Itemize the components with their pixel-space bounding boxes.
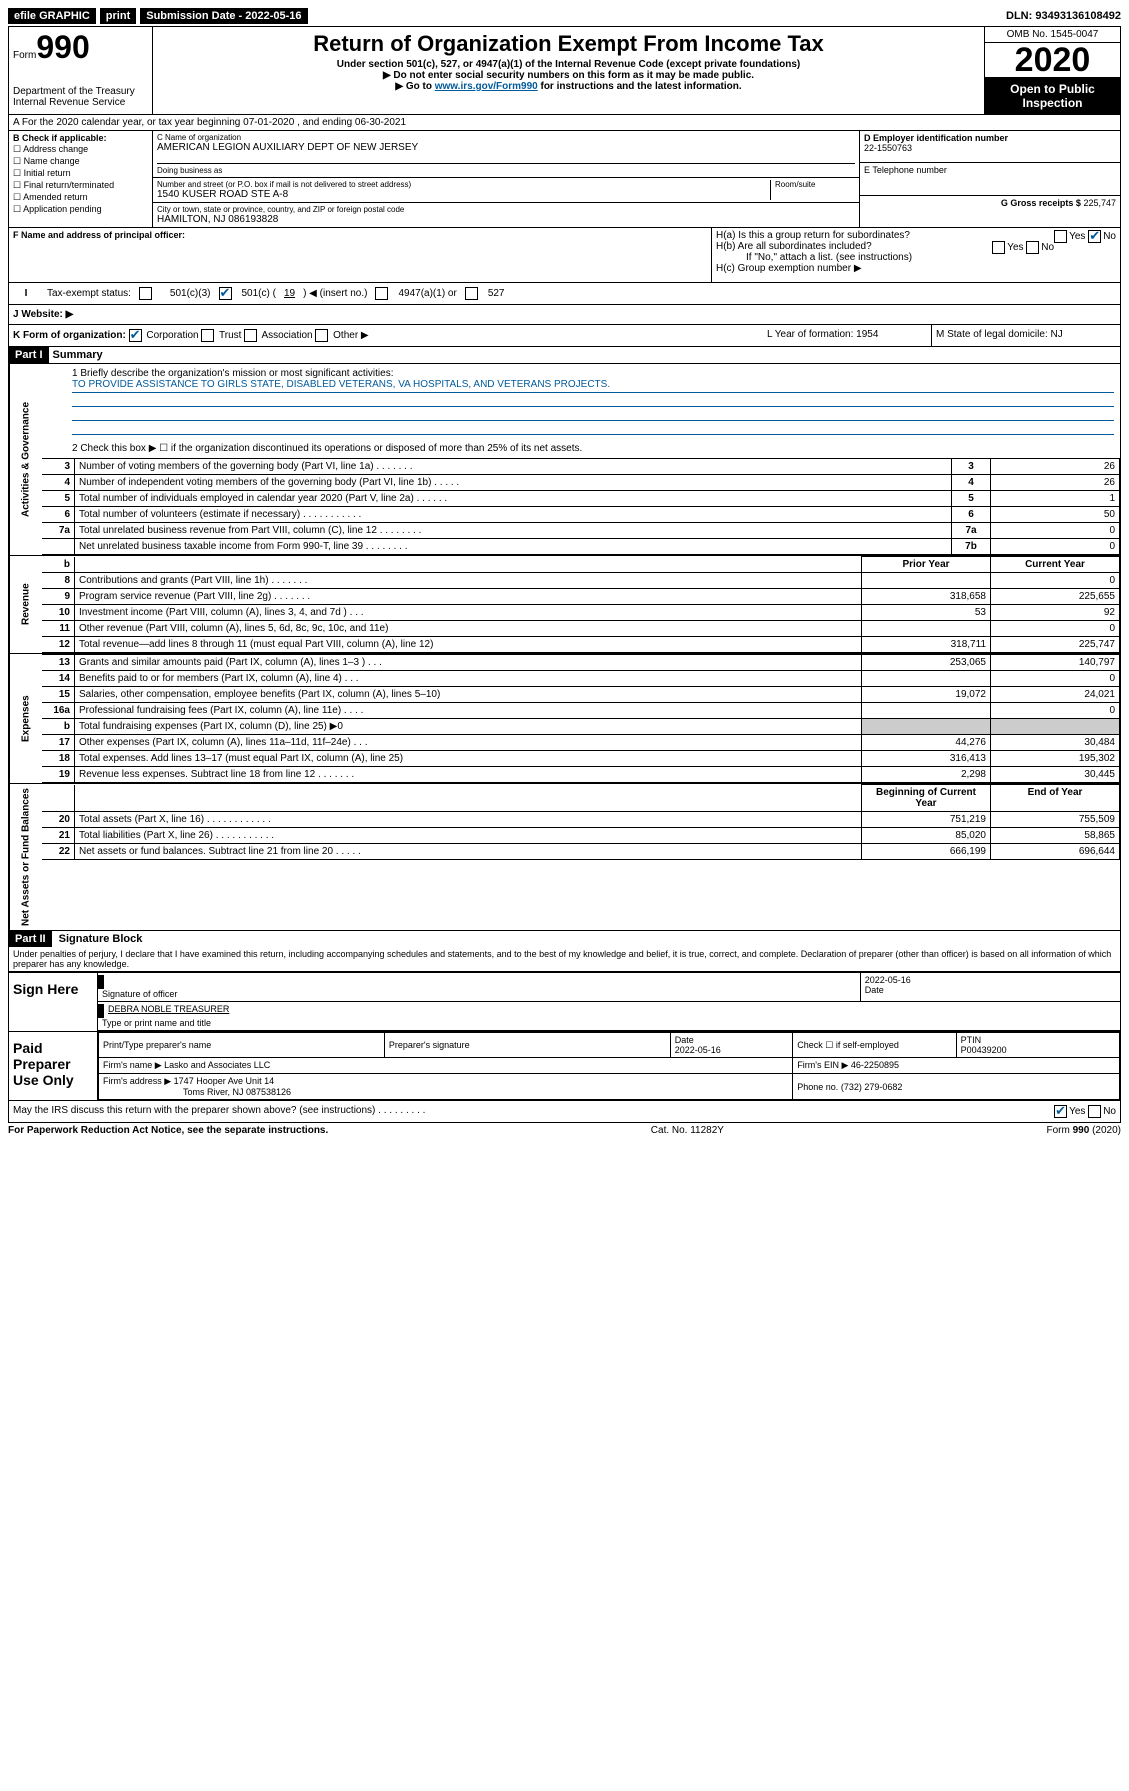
page-footer: For Paperwork Reduction Act Notice, see … bbox=[8, 1123, 1121, 1138]
org-name-label: C Name of organization bbox=[157, 133, 855, 142]
sign-here-label: Sign Here bbox=[9, 973, 98, 1031]
chk-final-return[interactable]: ☐ Final return/terminated bbox=[13, 180, 148, 191]
discuss-yes[interactable] bbox=[1054, 1105, 1067, 1118]
part-1-header: Part I bbox=[9, 347, 49, 363]
q2-checkbox: 2 Check this box ▶ ☐ if the organization… bbox=[42, 439, 1120, 458]
firm-phone: (732) 279-0682 bbox=[841, 1082, 903, 1092]
firm-ein: 46-2250895 bbox=[851, 1060, 899, 1070]
discuss-question: May the IRS discuss this return with the… bbox=[13, 1105, 1054, 1118]
chk-501c3[interactable] bbox=[139, 287, 152, 300]
city-label: City or town, state or province, country… bbox=[157, 205, 855, 214]
firm-addr2: Toms River, NJ 087538126 bbox=[103, 1087, 291, 1097]
dept-treasury: Department of the Treasury bbox=[13, 86, 148, 97]
h-b-note: If "No," attach a list. (see instruction… bbox=[716, 252, 1116, 263]
top-toolbar: efile GRAPHIC print Submission Date - 20… bbox=[8, 8, 1121, 24]
gross-receipts-value: 225,747 bbox=[1083, 198, 1116, 208]
city-state-zip: HAMILTON, NJ 086193828 bbox=[157, 214, 855, 225]
street-address: 1540 KUSER ROAD STE A-8 bbox=[157, 189, 770, 200]
irs-link[interactable]: www.irs.gov/Form990 bbox=[435, 81, 538, 92]
chk-corporation[interactable] bbox=[129, 329, 142, 342]
cat-number: Cat. No. 11282Y bbox=[651, 1125, 724, 1136]
chk-amended[interactable]: ☐ Amended return bbox=[13, 192, 148, 203]
box-b-label: B Check if applicable: bbox=[13, 133, 148, 143]
form-footer: Form 990 (2020) bbox=[1047, 1125, 1121, 1136]
chk-association[interactable] bbox=[244, 329, 257, 342]
part-2-header: Part II bbox=[9, 931, 52, 947]
form-990: Form990 Department of the Treasury Inter… bbox=[8, 26, 1121, 1123]
chk-trust[interactable] bbox=[201, 329, 214, 342]
q1-label: 1 Briefly describe the organization's mi… bbox=[72, 368, 1114, 379]
ptin-value: P00439200 bbox=[961, 1045, 1007, 1055]
mission-text: TO PROVIDE ASSISTANCE TO GIRLS STATE, DI… bbox=[72, 379, 1114, 393]
side-expenses: Expenses bbox=[9, 654, 42, 783]
sign-here-block: Sign Here Signature of officer 2022-05-1… bbox=[9, 972, 1120, 1031]
submission-date: Submission Date - 2022-05-16 bbox=[140, 8, 307, 24]
room-label: Room/suite bbox=[775, 180, 855, 189]
website-row: J Website: ▶ bbox=[9, 305, 1120, 325]
form-number: 990 bbox=[36, 29, 89, 65]
subtitle-2: ▶ Do not enter social security numbers o… bbox=[157, 70, 980, 81]
h-a-question: H(a) Is this a group return for subordin… bbox=[716, 230, 1116, 241]
ein-label: D Employer identification number bbox=[864, 133, 1116, 143]
discuss-no[interactable] bbox=[1088, 1105, 1101, 1118]
chk-501c[interactable] bbox=[219, 287, 232, 300]
governance-table: 3Number of voting members of the governi… bbox=[42, 458, 1120, 555]
expenses-table: 13Grants and similar amounts paid (Part … bbox=[42, 654, 1120, 783]
net-assets-table: Beginning of Current YearEnd of Year 20T… bbox=[42, 784, 1120, 860]
chk-4947[interactable] bbox=[375, 287, 388, 300]
irs-label: Internal Revenue Service bbox=[13, 97, 148, 108]
paid-preparer-label: Paid Preparer Use Only bbox=[9, 1032, 98, 1100]
revenue-table: bPrior YearCurrent Year 8Contributions a… bbox=[42, 556, 1120, 653]
chk-name-change[interactable]: ☐ Name change bbox=[13, 156, 148, 167]
tax-exempt-status-row: I Tax-exempt status: 501(c)(3) 501(c) (1… bbox=[9, 283, 1120, 305]
chk-address-change[interactable]: ☐ Address change bbox=[13, 144, 148, 155]
dln-number: DLN: 93493136108492 bbox=[1006, 10, 1121, 22]
side-revenue: Revenue bbox=[9, 556, 42, 653]
section-b-through-g: B Check if applicable: ☐ Address change … bbox=[9, 131, 1120, 228]
print-button[interactable]: print bbox=[100, 8, 136, 24]
side-governance: Activities & Governance bbox=[9, 364, 42, 555]
year-formation: L Year of formation: 1954 bbox=[763, 325, 932, 346]
paid-preparer-block: Paid Preparer Use Only Print/Type prepar… bbox=[9, 1031, 1120, 1100]
perjury-statement: Under penalties of perjury, I declare th… bbox=[9, 947, 1120, 972]
efile-label: efile GRAPHIC bbox=[8, 8, 96, 24]
gross-receipts-label: G Gross receipts $ bbox=[1001, 198, 1081, 208]
form-prefix: Form bbox=[13, 50, 36, 61]
officer-name: DEBRA NOBLE TREASURER bbox=[98, 1004, 1116, 1018]
org-name: AMERICAN LEGION AUXILIARY DEPT OF NEW JE… bbox=[157, 142, 855, 153]
row-a-tax-year: A For the 2020 calendar year, or tax yea… bbox=[9, 115, 1120, 131]
form-title: Return of Organization Exempt From Incom… bbox=[157, 31, 980, 57]
subtitle-1: Under section 501(c), 527, or 4947(a)(1)… bbox=[157, 59, 980, 70]
form-header: Form990 Department of the Treasury Inter… bbox=[9, 27, 1120, 115]
addr-label: Number and street (or P.O. box if mail i… bbox=[157, 180, 770, 189]
part-1-title: Summary bbox=[49, 347, 107, 363]
open-public-badge: Open to Public Inspection bbox=[985, 78, 1120, 114]
officer-label: F Name and address of principal officer: bbox=[13, 230, 707, 240]
pra-notice: For Paperwork Reduction Act Notice, see … bbox=[8, 1125, 328, 1136]
section-f-h: F Name and address of principal officer:… bbox=[9, 228, 1120, 283]
firm-addr1: 1747 Hooper Ave Unit 14 bbox=[174, 1076, 274, 1086]
phone-label: E Telephone number bbox=[864, 165, 1116, 175]
side-net-assets: Net Assets or Fund Balances bbox=[9, 784, 42, 930]
row-k-l-m: K Form of organization: Corporation Trus… bbox=[9, 325, 1120, 347]
chk-initial-return[interactable]: ☐ Initial return bbox=[13, 168, 148, 179]
chk-527[interactable] bbox=[465, 287, 478, 300]
dba-label: Doing business as bbox=[157, 163, 855, 175]
part-2-title: Signature Block bbox=[55, 931, 147, 947]
firm-name: Lasko and Associates LLC bbox=[164, 1060, 270, 1070]
state-domicile: M State of legal domicile: NJ bbox=[932, 325, 1120, 346]
tax-year: 2020 bbox=[985, 43, 1120, 78]
chk-app-pending[interactable]: ☐ Application pending bbox=[13, 204, 148, 215]
ein-value: 22-1550763 bbox=[864, 143, 1116, 153]
h-c-group-exemption: H(c) Group exemption number ▶ bbox=[716, 263, 1116, 274]
chk-other[interactable] bbox=[315, 329, 328, 342]
